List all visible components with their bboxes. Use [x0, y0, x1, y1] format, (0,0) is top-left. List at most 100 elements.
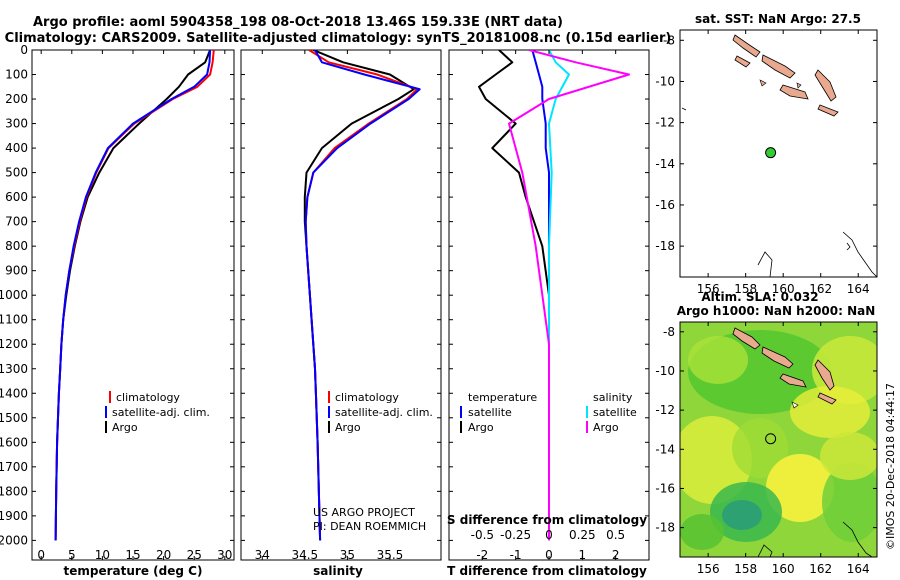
depth-tick-label: 800: [5, 239, 28, 253]
lon-tick-label: 158: [734, 562, 757, 576]
depth-tick-label: 1300: [0, 362, 28, 376]
depth-axis: 0 100 200 300 400 500 600 700 800 900 1000 1100 1200…: [0, 43, 234, 547]
depth-tick-label: 1400: [0, 386, 28, 400]
legend-argo-label: Argo: [335, 421, 361, 434]
island-outline: [814, 359, 835, 391]
sla-patch: [732, 418, 788, 478]
legend-temperature-title: temperature: [468, 391, 537, 404]
s-tick-label: 0.5: [606, 528, 625, 542]
x-tick-label: 15: [125, 548, 140, 562]
sla-map-title-line1: Altim. SLA: 0.032: [701, 290, 818, 304]
sst-map-lon-axis: 156 158 160 162 164: [697, 30, 870, 296]
s-tick-label: 0: [545, 528, 553, 542]
island-outline: [732, 327, 761, 350]
x-tick-label: -2: [476, 548, 488, 562]
legend-argo-label: Argo: [112, 421, 138, 434]
legend-climatology-label: climatology: [116, 391, 180, 404]
figure-title-line1: Argo profile: aoml 5904358_198 08-Oct-20…: [33, 15, 563, 30]
x-tick-label: 34: [255, 548, 270, 562]
sla-field: [680, 322, 877, 557]
lon-tick-label: 156: [697, 562, 720, 576]
lat-tick-label: -18: [655, 239, 675, 253]
depth-tick-label: 400: [5, 141, 28, 155]
depth-tick-label: 1000: [0, 288, 28, 302]
salinity-x-label: salinity: [313, 564, 363, 578]
depth-tick-label: 900: [5, 264, 28, 278]
x-tick-label: 0: [37, 548, 45, 562]
coastline-outline: [757, 544, 773, 557]
salinity-panel: 34 34.5 35 35.5 salinity climatology satell…: [240, 49, 442, 578]
sst-map-lat-axis: -8 -10 -12 -14 -16 -18: [655, 33, 877, 253]
x-tick-label: 1: [579, 548, 587, 562]
series-line-salinity-argo: [508, 50, 630, 541]
s-tick-label: -0.25: [500, 528, 531, 542]
sla-patch: [688, 336, 748, 384]
depth-tick-label: 1800: [0, 484, 28, 498]
salinity-plot-frame: [240, 49, 442, 561]
x-tick-label: 25: [187, 548, 202, 562]
depth-tick-label: 1600: [0, 435, 28, 449]
island-makira: [817, 104, 839, 117]
sla-map-lon-axis: 156 158 160 162 164: [697, 322, 870, 576]
sla-map-title-line2: Argo h1000: NaN h2000: NaN: [677, 304, 876, 318]
coastline-reef-1: [757, 251, 773, 277]
s-difference-axis: -0.5 -0.25 0 0.25 0.5: [471, 528, 626, 542]
coastline-reef-3: [846, 242, 851, 251]
legend-salinity-title: salinity: [593, 391, 633, 404]
legend-climatology-label: climatology: [335, 391, 399, 404]
s-tick-label: 0.25: [569, 528, 596, 542]
legend-s-argo-label: Argo: [593, 421, 619, 434]
legend-s-satellite-label: satellite: [593, 406, 637, 419]
lon-tick-label: 164: [847, 282, 870, 296]
s-tick-label: -0.5: [471, 528, 494, 542]
sla-patch: [790, 386, 870, 438]
lat-tick-label: -16: [655, 481, 675, 495]
lon-tick-label: 160: [772, 282, 795, 296]
sla-map-panel: Altim. SLA: 0.032 Argo h1000: NaN h2000:…: [655, 290, 878, 576]
coastline-reef-2: [681, 107, 687, 111]
lon-tick-label: 162: [809, 562, 832, 576]
x-tick-label: 35: [340, 548, 355, 562]
depth-tick-label: 600: [5, 190, 28, 204]
figure-title-line2: Climatology: CARS2009. Satellite-adjuste…: [5, 31, 672, 46]
argo-float-position-ring: [765, 433, 777, 445]
lat-tick-label: -12: [655, 116, 675, 130]
x-tick-label: 34.5: [291, 548, 318, 562]
island-choiseul: [732, 34, 761, 58]
island-outline: [817, 392, 837, 405]
coastline-new-caledonia: [842, 231, 877, 277]
depth-tick-label: 200: [5, 92, 28, 106]
depth-tick-label: 700: [5, 215, 28, 229]
depth-tick-label: 1100: [0, 313, 28, 327]
lon-tick-label: 156: [697, 282, 720, 296]
legend-t-satellite-label: satellite: [468, 406, 512, 419]
imos-timestamp-watermark: ©IMOS 20-Dec-2018 04:44:17: [884, 383, 897, 550]
temperature-panel: 0100200300400500600700800900100011001200…: [0, 43, 235, 578]
temperature-legend: climatology satellite-adj. clim. Argo: [105, 391, 210, 434]
legend-satellite-label: satellite-adj. clim.: [335, 406, 433, 419]
t-difference-x-label: T difference from climatology: [447, 564, 647, 578]
depth-tick-label: 300: [5, 117, 28, 131]
t-difference-x-axis: -2 -1 0 1 2: [476, 50, 619, 562]
series-line-temperature-satellite: [531, 50, 550, 296]
argo-float-position-marker: [765, 147, 777, 159]
x-tick-label: 35.5: [377, 548, 404, 562]
lat-tick-label: -18: [655, 521, 675, 535]
difference-panel: -2 -1 0 1 2 -0.5 -0.25 0 0.25 0.5 S difference f…: [447, 49, 650, 578]
lon-tick-label: 158: [734, 282, 757, 296]
temperature-x-label: temperature (deg C): [64, 564, 203, 578]
x-tick-label: 5: [68, 548, 76, 562]
lat-tick-label: -8: [663, 33, 675, 47]
sla-patch: [722, 500, 762, 530]
salinity-legend: climatology satellite-adj. clim. Argo: [328, 391, 433, 434]
x-tick-label: -1: [510, 548, 522, 562]
island-outline: [791, 401, 799, 409]
pi-credit: PI: DEAN ROEMMICH: [313, 520, 426, 533]
sla-map-frame: [679, 321, 878, 558]
sla-patch: [680, 514, 724, 550]
island-malaita: [814, 69, 837, 102]
x-tick-label: 10: [95, 548, 110, 562]
difference-legend: temperature satellite Argo salinity sate…: [460, 391, 637, 434]
depth-tick-label: 0: [20, 43, 28, 57]
